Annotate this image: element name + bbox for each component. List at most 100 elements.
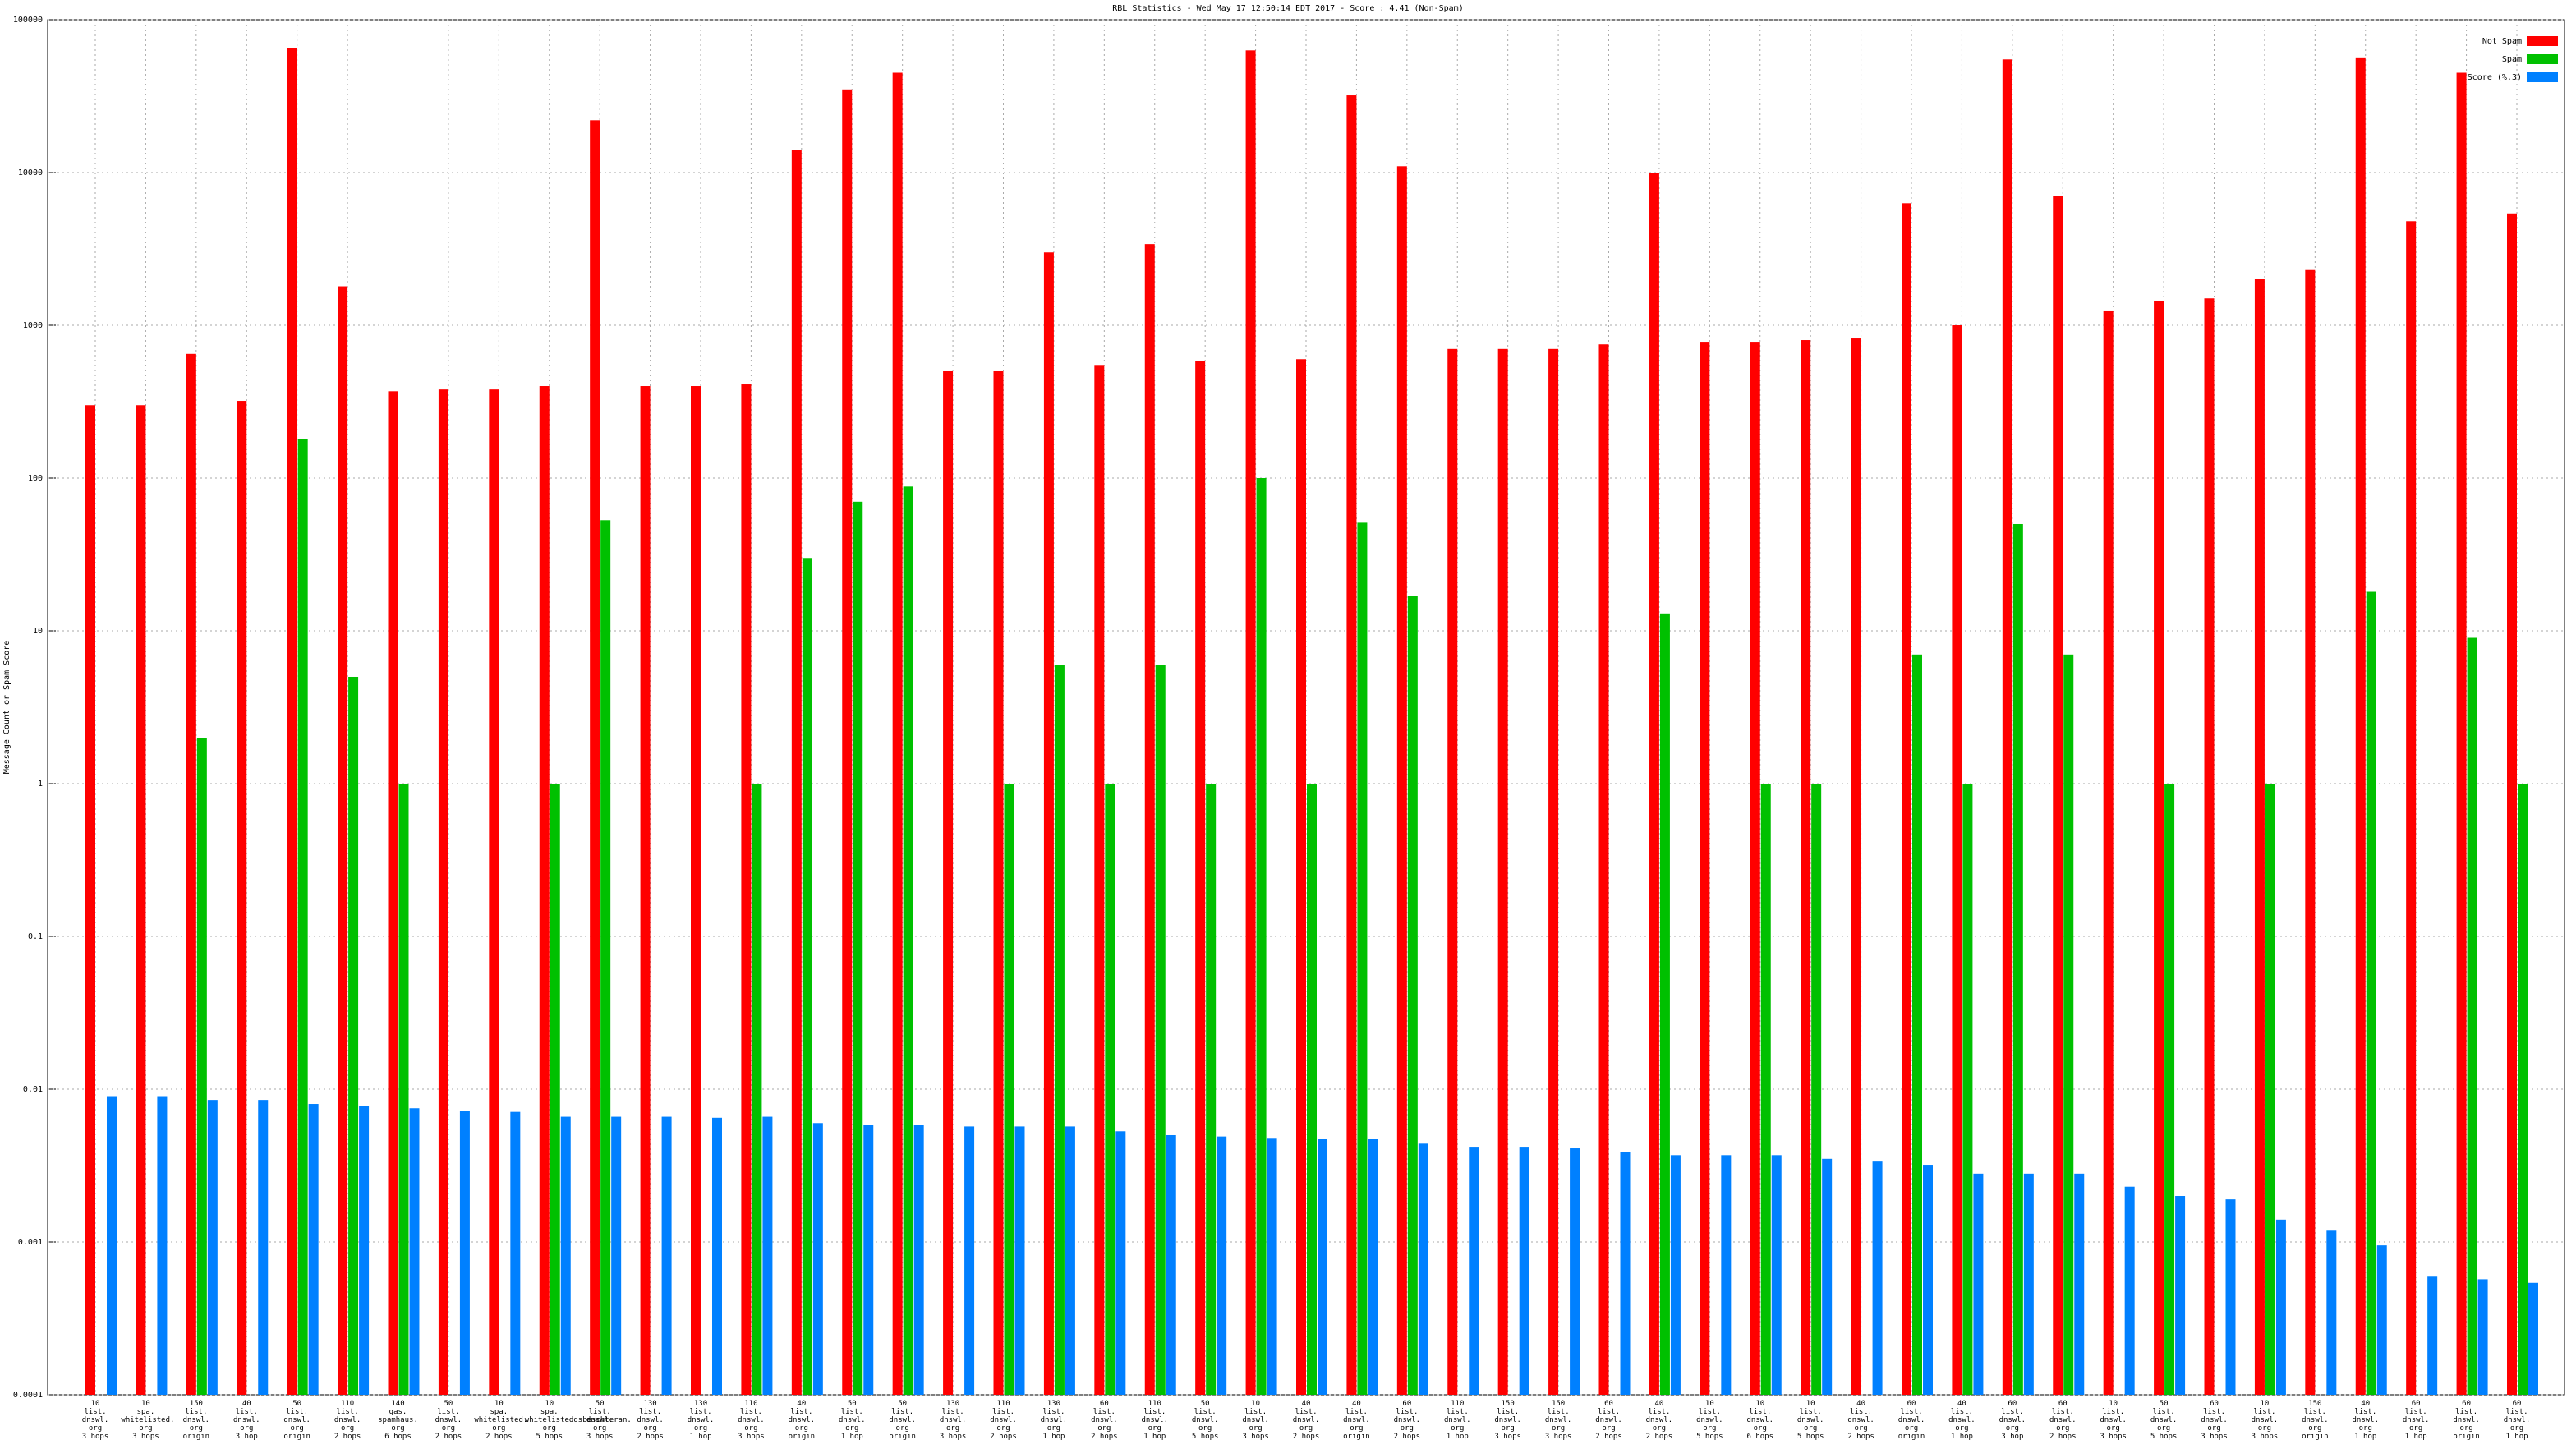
bar [1811,784,1822,1395]
bar [2124,1186,2135,1395]
legend-swatch [2527,72,2558,82]
bar [2154,300,2164,1395]
x-tick-label: 50 list. dnswl. org origin [283,1400,310,1441]
x-tick-label: 130 list. dnswl. org 1 hop [1040,1400,1068,1441]
bar [1318,1138,1327,1395]
x-tick-label: 60 list. dnswl. org 1 hop [2503,1400,2531,1441]
bar [459,1111,470,1395]
bar [2355,58,2366,1395]
bar [752,784,762,1395]
bar [237,401,247,1395]
y-tick-label: 0.001 [18,1238,43,1247]
x-tick-label: 60 list. dnswl. org 3 hops [2201,1400,2228,1441]
bar [590,120,600,1396]
bar [741,384,752,1395]
bar [1368,1138,1378,1395]
chart-title: RBL Statistics - Wed May 17 12:50:14 EDT… [1112,4,1463,13]
y-tick-label: 100000 [13,16,43,25]
x-tick-label: 150 list. dnswl. org 3 hops [1494,1400,1521,1441]
bar [2406,221,2417,1396]
x-tick-label: 50 list. dnswl. org 5 hops [1191,1400,1219,1441]
bar [611,1116,622,1395]
bar [1346,95,1357,1395]
bar [913,1125,924,1395]
bar [1923,1165,1933,1395]
bar [207,1100,218,1395]
x-tick-label: 10 list. dnswl. org 5 hops [1796,1400,1824,1441]
legend-label: Spam [2502,55,2522,64]
legend-label: Not Spam [2482,37,2522,46]
x-tick-label: 40 list. dnswl. org 3 hop [232,1400,260,1441]
bar [359,1106,370,1395]
x-tick-label: 50 list. dnswl. org origin [889,1400,916,1441]
bar [2175,1196,2186,1395]
bar [2467,637,2477,1395]
bar [2063,654,2074,1395]
bar [1952,325,1962,1395]
bar [2477,1279,2488,1395]
bar [2456,72,2467,1396]
x-tick-label: 140 gas. spamhaus. org 6 hops [378,1400,418,1441]
bar [1700,342,1710,1395]
bar [791,150,802,1395]
x-tick-label: 60 list. dnswl. org origin [1898,1400,1925,1441]
bar [2507,213,2517,1395]
bar [1396,166,1407,1395]
bar [1256,478,1267,1395]
bar [1872,1161,1883,1395]
x-tick-label: 110 list. dnswl. org 1 hop [1141,1400,1168,1441]
y-tick-label: 10 [33,627,43,636]
bar [398,784,409,1395]
bar [712,1117,722,1395]
bar [2074,1173,2085,1395]
bar [1195,361,1206,1395]
bar [863,1125,874,1395]
bar [1357,522,1368,1395]
x-tick-label: 110 list. dnswl. org 1 hop [1443,1400,1471,1441]
bar [892,72,903,1396]
bar [85,405,95,1396]
bar [1144,244,1155,1396]
bar [2023,1173,2034,1395]
x-tick-label: 40 list. dnswl. org 1 hop [2352,1400,2379,1441]
bar [489,389,499,1395]
bar [1407,596,1418,1395]
bar [348,676,359,1395]
bar [297,439,308,1395]
bar [136,405,146,1396]
bar [539,386,550,1395]
bar [1962,784,1973,1395]
bar [1822,1158,1833,1395]
bar [1519,1147,1530,1395]
legend-swatch [2527,36,2558,46]
bar [196,738,207,1395]
bar [964,1126,975,1395]
bar [1721,1155,1732,1395]
bar [1659,613,1670,1395]
bar [338,286,348,1396]
x-tick-label: 50 list. dnswl. org 3 hops [586,1400,614,1441]
x-tick-label: 10 list. dnswl. org 3 hops [2251,1400,2279,1441]
x-tick-label: 10 list. dnswl. org 6 hops [1746,1400,1773,1441]
legend-swatch [2527,54,2558,64]
x-tick-label: 150 list. dnswl. org origin [182,1400,210,1441]
bar [1670,1155,1681,1395]
bar [1598,344,1609,1395]
x-tick-label: 60 list. dnswl. org 2 hops [1091,1400,1118,1441]
legend-label: Score (%.3) [2468,73,2522,82]
bar [2275,1219,2286,1395]
bar [388,391,398,1396]
bar [903,486,913,1396]
bar [2103,310,2114,1395]
x-tick-label: 10 list. dnswl. org 3 hops [81,1400,109,1441]
y-tick-label: 0.01 [23,1085,43,1094]
bar [560,1116,571,1395]
bar [1570,1148,1580,1395]
x-tick-label: 40 list. dnswl. org 1 hop [1948,1400,1976,1441]
bar [1054,665,1065,1395]
bar [510,1111,521,1395]
bar [1851,338,1861,1395]
bar [1206,784,1217,1395]
bar [1155,665,1166,1395]
